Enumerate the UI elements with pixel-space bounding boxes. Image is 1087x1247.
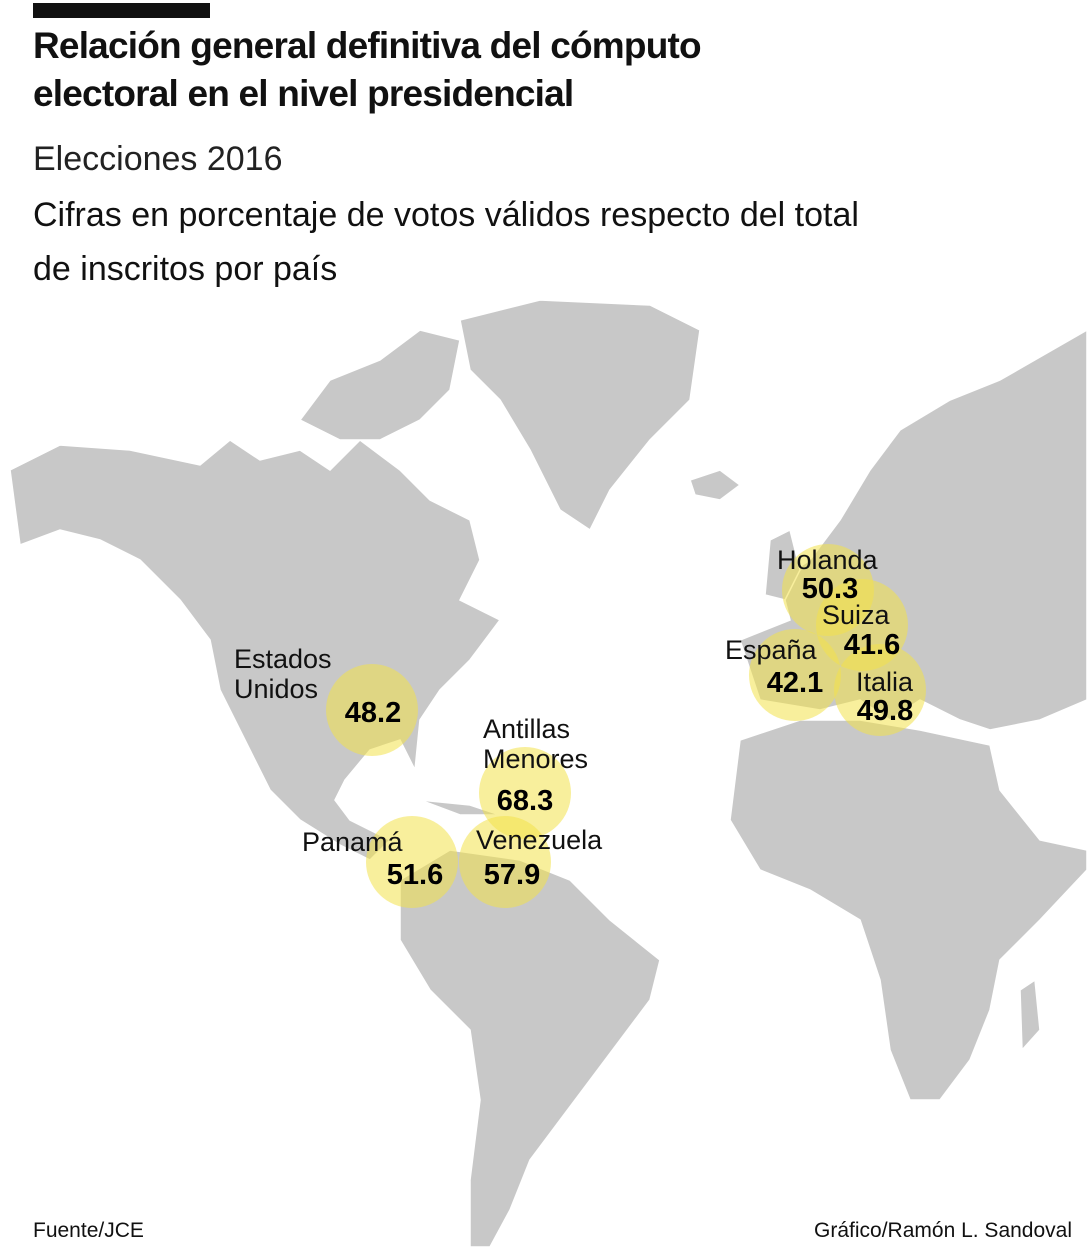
marker-label: Suiza [822, 600, 891, 630]
title-bar [33, 3, 210, 18]
marker-circle [326, 664, 418, 756]
africa [729, 719, 1087, 1101]
marker-value: 48.2 [345, 697, 401, 729]
south-america [399, 849, 661, 1247]
greenland [459, 299, 701, 532]
marker-value: 42.1 [767, 667, 823, 699]
title-line: electoral en el nivel presidencial [33, 73, 574, 114]
marker-label: Unidos [234, 674, 318, 704]
description-line: de inscritos por país [33, 250, 338, 288]
marker-circle [366, 816, 458, 908]
arctic-islands [298, 329, 461, 441]
iceland [689, 469, 742, 501]
marker-value: 51.6 [387, 859, 443, 891]
marker-label: Panamá [302, 827, 404, 857]
marker-label: España [725, 635, 818, 665]
marker-circle [749, 629, 841, 721]
marker-value: 57.9 [484, 859, 540, 891]
description-line: Cifras en porcentaje de votos válidos re… [33, 196, 859, 234]
marker-circle [459, 816, 551, 908]
marker-label: Antillas [483, 714, 570, 744]
marker-value: 50.3 [802, 573, 858, 605]
marker-value: 49.8 [857, 695, 913, 727]
marker-circle [479, 747, 571, 839]
title: Relación general definitiva del cómputo e… [33, 22, 702, 118]
marker-label: Estados [234, 644, 332, 674]
madagascar [1019, 978, 1041, 1052]
credit: Gráfico/Ramón L. Sandoval [814, 1219, 1072, 1242]
marker-label: Venezuela [476, 825, 603, 855]
land [9, 299, 1087, 1247]
marker-label: Menores [483, 744, 588, 774]
marker-label: Holanda [777, 545, 879, 575]
title-line: Relación general definitiva del cómputo [33, 25, 702, 66]
marker-circle [834, 644, 926, 736]
source: Fuente/JCE [33, 1219, 144, 1242]
description: Cifras en porcentaje de votos válidos re… [33, 188, 859, 296]
marker-value: 68.3 [497, 785, 553, 817]
marker-value: 41.6 [844, 629, 900, 661]
marker-label: Italia [856, 667, 914, 697]
subtitle: Elecciones 2016 [33, 140, 283, 178]
